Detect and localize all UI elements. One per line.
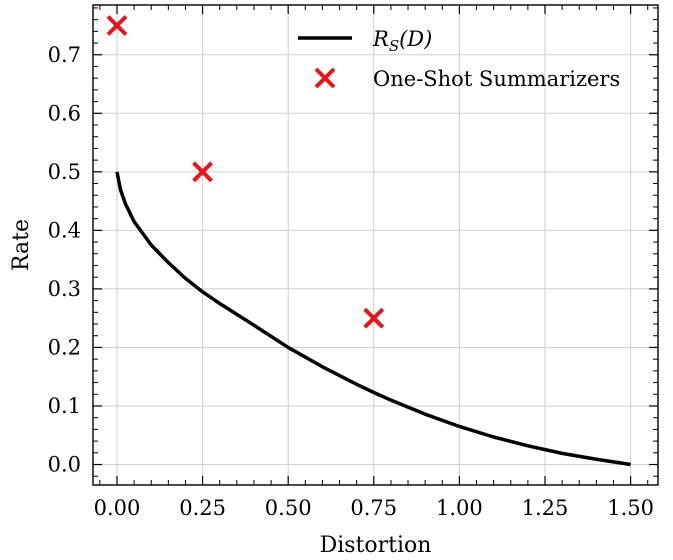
summarizer-x-marker [363,307,385,329]
x-tick-label: 1.50 [607,496,654,520]
ticks [93,5,658,485]
rs-curve-line [115,171,631,467]
plot-frame [92,4,659,486]
x-tick-label: 0.75 [350,496,397,520]
summarizer-x-marker [192,161,213,183]
legend-curve-base: R [372,27,389,51]
x-tick-label: 1.25 [522,496,569,520]
y-axis-label: Rate [9,219,34,271]
x-tick-label: 0.25 [179,496,226,520]
legend: RS(D) One-Shot Summarizers [298,27,620,91]
legend-x-glyph [314,67,336,89]
summarizer-x-marker [106,15,128,36]
x-axis-label: Distortion [320,533,432,558]
x-tick-label: 1.00 [436,496,483,520]
legend-scatter-label: One-Shot Summarizers [373,67,620,91]
grid [93,5,658,485]
y-tick-label: 0.2 [48,335,81,359]
legend-curve-arg: (D) [399,27,432,51]
legend-curve-sub: S [389,37,399,55]
legend-x-marker [314,67,336,89]
series-layer [106,15,631,467]
x-tick-label: 0.50 [265,496,312,520]
y-tick-label: 0.0 [48,453,81,477]
x-tick-label: 0.00 [94,496,141,520]
y-tick-label: 0.7 [48,43,81,67]
y-tick-label: 0.3 [48,277,81,301]
y-tick-label: 0.4 [48,218,81,242]
tick-labels: 0.00 0.25 0.50 0.75 1.00 1.25 1.50 0.0 0.1 0.2 0.3… [48,43,654,520]
y-tick-label: 0.5 [48,160,81,184]
y-tick-label: 0.1 [48,394,81,418]
legend-curve-label: RS(D) [372,27,432,55]
y-tick-label: 0.6 [48,101,81,125]
